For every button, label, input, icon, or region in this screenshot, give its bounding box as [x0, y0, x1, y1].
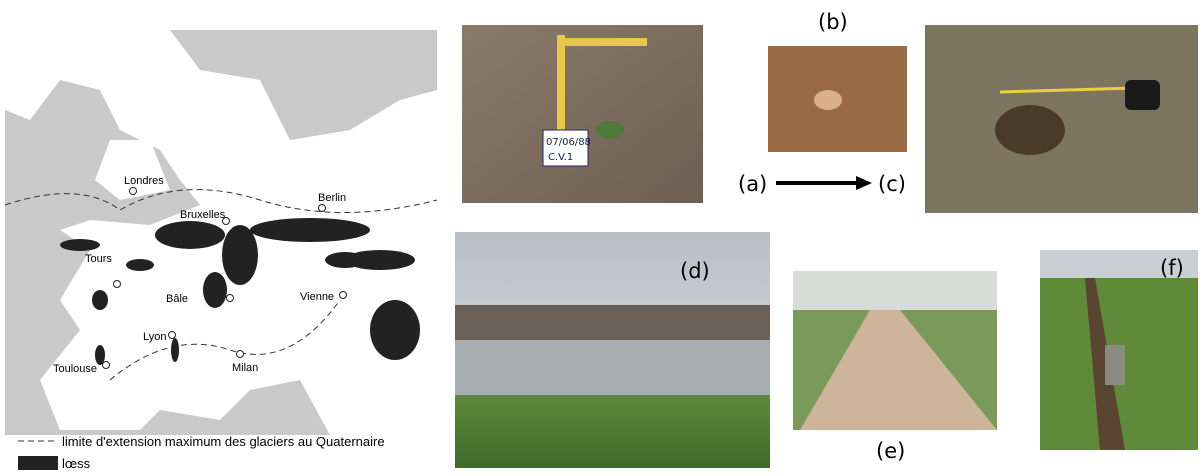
city-label: Bruxelles — [180, 209, 226, 221]
city-label: Toulouse — [53, 363, 97, 375]
photo-label: 07/06/88 — [546, 137, 591, 148]
city-markers — [102, 187, 347, 369]
photo-c — [925, 25, 1198, 213]
map: Londres Berlin Bruxelles Tours Bâle Vien… — [4, 30, 438, 471]
panel-label: (d) — [680, 259, 710, 283]
city-label: Londres — [124, 175, 164, 187]
city-label: Milan — [232, 362, 258, 374]
photo-e — [793, 271, 997, 430]
city-label: Berlin — [318, 192, 346, 204]
glacier-limit — [4, 189, 438, 213]
photo-d — [455, 232, 770, 468]
city-label: Lyon — [143, 331, 166, 343]
photo-b-splash — [814, 90, 842, 110]
photo-f — [1040, 250, 1198, 450]
map-britain — [95, 140, 170, 200]
legend-label: limite d'extension maximum des glaciers … — [62, 434, 385, 449]
glacier-limit — [109, 299, 341, 381]
panel-label: (f) — [1160, 256, 1184, 280]
panel-label: (c) — [878, 172, 906, 196]
arrow-head — [856, 176, 872, 190]
city-label: Vienne — [300, 291, 334, 303]
panel-label: (a) — [738, 172, 767, 196]
city-label: Bâle — [166, 293, 188, 305]
city-label: Tours — [85, 253, 112, 265]
panel-label: (b) — [818, 10, 848, 34]
legend-label: lœss — [62, 456, 91, 471]
photo-label: C.V.1 — [548, 152, 573, 163]
loess — [60, 218, 420, 365]
photo-a: 07/06/88 C.V.1 — [462, 25, 703, 203]
panel-label: (e) — [876, 439, 905, 463]
legend-swatch — [18, 456, 58, 470]
